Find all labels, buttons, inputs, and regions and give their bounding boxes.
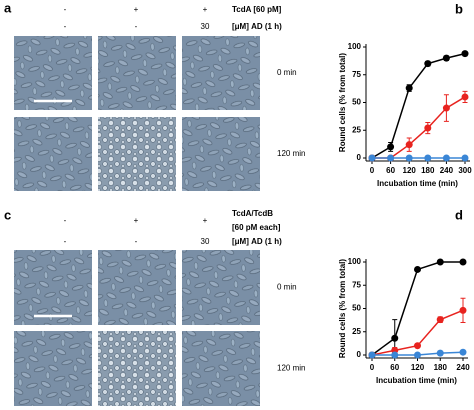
time-label: 0 min [277, 283, 297, 292]
condition-mark: - [64, 216, 67, 225]
y-tick-label: 0 [357, 153, 362, 162]
y-tick-label: 25 [352, 125, 361, 134]
data-point [414, 265, 421, 273]
x-tick-label: 0 [370, 363, 375, 372]
data-point [391, 334, 399, 342]
micrograph [182, 117, 260, 191]
x-tick-label: 180 [434, 363, 448, 372]
data-point [405, 141, 413, 149]
data-point [414, 342, 421, 350]
condition-label: [μM] AD (1 h) [232, 237, 282, 246]
x-tick-label: 60 [390, 363, 399, 372]
data-point [436, 349, 444, 357]
data-point [368, 154, 376, 162]
x-tick-label: 0 [370, 166, 375, 175]
y-tick-label: 100 [348, 42, 362, 51]
data-point [368, 351, 376, 359]
data-point [424, 124, 432, 132]
panel-label: a [4, 0, 12, 15]
micrograph [182, 331, 260, 406]
data-point [405, 84, 413, 92]
y-axis-label: Round cells (% from total) [338, 259, 347, 358]
data-point [387, 143, 395, 151]
y-tick-label: 50 [352, 98, 361, 107]
data-point [436, 258, 444, 266]
condition-mark: + [134, 5, 139, 14]
panel-label: b [455, 1, 463, 16]
time-label: 120 min [277, 364, 305, 373]
time-label: 0 min [277, 68, 297, 77]
data-point [414, 351, 421, 359]
data-point [391, 351, 399, 359]
condition-label: [μM] AD (1 h) [232, 22, 282, 31]
data-point [387, 154, 395, 162]
micrograph [182, 36, 260, 110]
y-tick-label: 25 [352, 327, 361, 336]
micrograph [14, 117, 92, 191]
condition-mark: 30 [201, 22, 210, 31]
x-axis-label: Incubation time (min) [376, 376, 457, 385]
condition-mark: - [64, 22, 67, 31]
data-point [461, 154, 469, 162]
data-point [461, 50, 469, 58]
data-point [442, 104, 450, 112]
x-tick-label: 120 [403, 166, 417, 175]
condition-label: TcdA [60 pM] [232, 5, 282, 14]
micrograph [98, 36, 176, 110]
condition-mark: + [134, 216, 139, 225]
x-tick-label: 60 [386, 166, 395, 175]
panel-label: c [4, 207, 11, 222]
y-tick-label: 50 [352, 304, 361, 313]
data-point [405, 154, 413, 162]
series-line [371, 261, 463, 356]
micrograph [182, 250, 260, 325]
micrograph [98, 117, 176, 191]
y-tick-label: 100 [348, 257, 362, 266]
panel-label: d [455, 207, 463, 222]
x-tick-label: 240 [440, 166, 454, 175]
x-tick-label: 240 [456, 363, 470, 372]
x-tick-label: 300 [458, 166, 472, 175]
y-tick-label: 75 [352, 280, 361, 289]
data-point [424, 60, 432, 68]
data-point [442, 154, 450, 162]
data-point [461, 93, 469, 101]
micrograph [14, 331, 92, 406]
micrograph [14, 36, 92, 110]
condition-mark: - [64, 237, 67, 246]
micrograph [14, 250, 92, 325]
condition-mark: + [203, 5, 208, 14]
y-tick-label: 0 [357, 350, 362, 359]
data-point [459, 258, 467, 266]
micrograph [98, 331, 176, 406]
condition-label: TcdA/TcdB [232, 209, 273, 218]
x-axis-label: Incubation time (min) [377, 179, 458, 188]
condition-mark: 30 [201, 237, 210, 246]
data-point [442, 54, 450, 62]
condition-mark: - [135, 22, 138, 31]
x-tick-label: 180 [421, 166, 435, 175]
y-axis-label: Round cells (% from total) [338, 53, 347, 152]
condition-label: [60 pM each] [232, 223, 281, 232]
micrograph [98, 250, 176, 325]
data-point [436, 316, 444, 324]
time-label: 120 min [277, 149, 305, 158]
condition-mark: - [64, 5, 67, 14]
data-point [424, 154, 432, 162]
data-point [459, 306, 467, 314]
data-point [459, 348, 467, 356]
y-tick-label: 75 [352, 70, 361, 79]
condition-mark: + [203, 216, 208, 225]
x-tick-label: 120 [411, 363, 425, 372]
condition-mark: - [135, 237, 138, 246]
